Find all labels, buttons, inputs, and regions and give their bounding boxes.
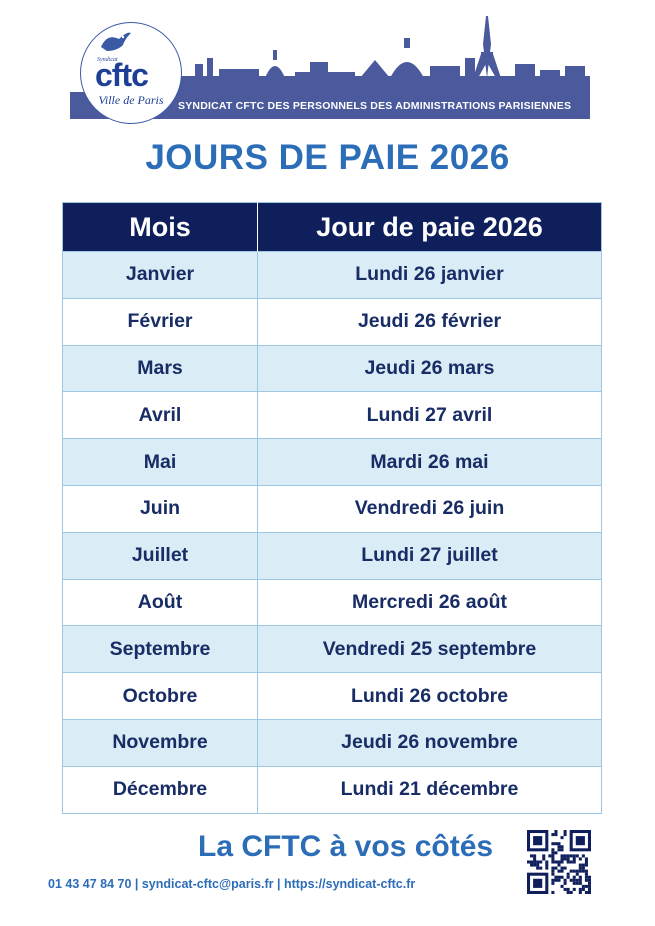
column-header-payday: Jour de paie 2026 bbox=[257, 202, 602, 252]
payday-cell: Lundi 21 décembre bbox=[257, 765, 602, 814]
payday-cell: Mercredi 26 août bbox=[257, 578, 602, 626]
table-row: Septembre Vendredi 25 septembre bbox=[62, 625, 602, 673]
table-row: Décembre Lundi 21 décembre bbox=[62, 765, 602, 814]
month-cell: Juillet bbox=[62, 531, 258, 580]
table-row: Octobre Lundi 26 octobre bbox=[62, 672, 602, 720]
month-cell: Octobre bbox=[62, 672, 258, 720]
month-cell: Mai bbox=[62, 438, 258, 486]
month-cell: Février bbox=[62, 297, 258, 346]
contact-line: 01 43 47 84 70 | syndicat-cftc@paris.fr … bbox=[48, 877, 416, 891]
table-row: Mai Mardi 26 mai bbox=[62, 438, 602, 486]
payday-cell: Lundi 26 octobre bbox=[257, 672, 602, 720]
logo-city: Ville de Paris bbox=[98, 93, 164, 107]
month-cell: Janvier bbox=[62, 251, 258, 299]
month-cell: Septembre bbox=[62, 625, 258, 673]
cftc-logo: Syndicat cftc Ville de Paris bbox=[80, 22, 182, 124]
column-header-month: Mois bbox=[62, 202, 258, 252]
logo-small-text: Syndicat bbox=[97, 57, 118, 63]
banner-text: SYNDICAT CFTC DES PERSONNELS DES ADMINIS… bbox=[178, 100, 572, 112]
table-row: Novembre Jeudi 26 novembre bbox=[62, 718, 602, 767]
table-row: Juin Vendredi 26 juin bbox=[62, 484, 602, 533]
table-row: Mars Jeudi 26 mars bbox=[62, 344, 602, 392]
month-cell: Décembre bbox=[62, 765, 258, 814]
payday-cell: Lundi 27 avril bbox=[257, 391, 602, 439]
table-row: Août Mercredi 26 août bbox=[62, 578, 602, 626]
payday-cell: Jeudi 26 novembre bbox=[257, 718, 602, 767]
month-cell: Avril bbox=[62, 391, 258, 439]
payday-cell: Vendredi 26 juin bbox=[257, 484, 602, 533]
payday-cell: Mardi 26 mai bbox=[257, 438, 602, 486]
paris-skyline-icon bbox=[175, 16, 590, 94]
month-cell: Novembre bbox=[62, 718, 258, 767]
month-cell: Juin bbox=[62, 484, 258, 533]
pay-days-table: Mois Jour de paie 2026 Janvier Lundi 26 j… bbox=[62, 202, 602, 814]
table-header-row: Mois Jour de paie 2026 bbox=[62, 202, 602, 252]
logo-name: cftc bbox=[95, 57, 149, 93]
table-row: Juillet Lundi 27 juillet bbox=[62, 531, 602, 580]
payday-cell: Jeudi 26 février bbox=[257, 297, 602, 346]
month-cell: Mars bbox=[62, 344, 258, 392]
table-row: Janvier Lundi 26 janvier bbox=[62, 251, 602, 299]
page-title: JOURS DE PAIE 2026 bbox=[145, 138, 510, 177]
month-cell: Août bbox=[62, 578, 258, 626]
qr-code-icon bbox=[527, 830, 591, 894]
table-row: Avril Lundi 27 avril bbox=[62, 391, 602, 439]
dove-icon bbox=[101, 32, 131, 51]
tagline: La CFTC à vos côtés bbox=[198, 830, 494, 863]
table-row: Février Jeudi 26 février bbox=[62, 297, 602, 346]
payday-cell: Vendredi 25 septembre bbox=[257, 625, 602, 673]
payday-cell: Jeudi 26 mars bbox=[257, 344, 602, 392]
payday-cell: Lundi 27 juillet bbox=[257, 531, 602, 580]
payday-cell: Lundi 26 janvier bbox=[257, 251, 602, 299]
